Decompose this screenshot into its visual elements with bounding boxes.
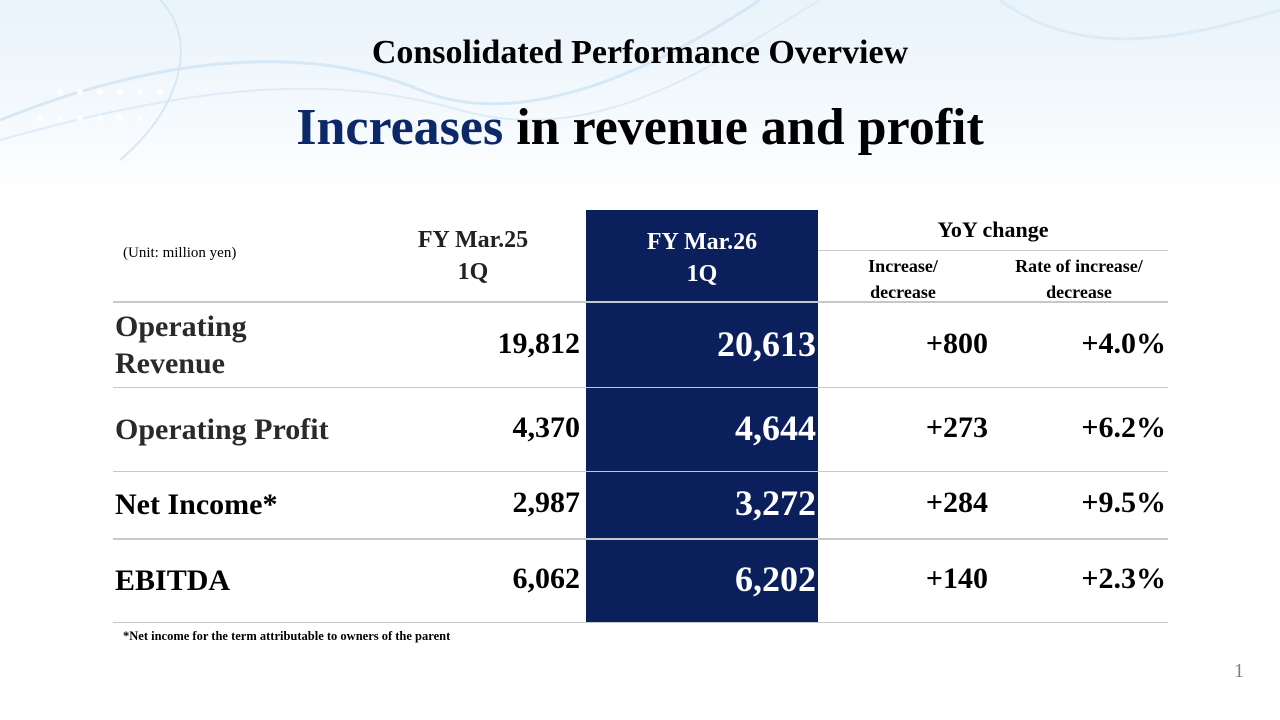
headline-rest: in revenue and profit [503, 99, 984, 156]
header-divider [113, 301, 1168, 303]
cell-change-value: +273 [925, 411, 988, 444]
footnote: *Net income for the term attributable to… [123, 629, 451, 643]
cell-rate-value: +9.5% [1081, 486, 1166, 519]
slide-headline: Increases in revenue and profit [0, 98, 1280, 157]
header-prev-quarter: 1Q [457, 259, 489, 285]
cell-prev-value: 6,062 [512, 562, 581, 595]
cell-current-value: 4,644 [735, 408, 816, 448]
cell-rate-value: +2.3% [1081, 562, 1166, 595]
cell-current-value: 20,613 [717, 324, 816, 364]
cell-rate-value: +6.2% [1081, 411, 1166, 444]
header-yoy-change: YoY change [937, 217, 1049, 242]
header-cur-quarter: 1Q [686, 261, 718, 287]
row-label-ebitda: EBITDA [115, 564, 231, 597]
cell-current-value: 3,272 [735, 483, 816, 523]
row-divider [113, 387, 1168, 388]
slide-title: Consolidated Performance Overview [371, 34, 909, 71]
cell-change-value: +140 [925, 562, 988, 595]
row-label-line2: Revenue [115, 347, 225, 380]
cell-prev-value: 19,812 [497, 327, 581, 360]
header-rate-line2: decrease [1046, 282, 1112, 302]
header-current-period: FY Mar.26 1Q [586, 226, 818, 290]
header-rate: Rate of increase/ decrease [990, 253, 1168, 305]
cell-change-value: +800 [925, 327, 988, 360]
cell-current-value: 6,202 [735, 559, 816, 599]
row-label-net-income: Net Income* [115, 488, 278, 521]
wave-graphic [0, 0, 1280, 161]
header-rate-line1: Rate of increase/ [1015, 256, 1143, 276]
row-label-operating-revenue: Operating Revenue [115, 308, 247, 382]
cell-prev-value: 2,987 [512, 486, 581, 519]
table-bottom-border [113, 622, 1168, 623]
background-wave-decoration [0, 0, 1280, 200]
unit-note: (Unit: million yen) [123, 245, 237, 261]
row-divider [113, 538, 1168, 540]
current-period-highlight [586, 210, 818, 623]
row-label-operating-profit: Operating Profit [115, 413, 329, 446]
row-label-line1: Operating [115, 310, 247, 343]
row-divider [113, 471, 1168, 472]
header-prev-period: FY Mar.25 1Q [380, 224, 566, 288]
header-increase-line2: decrease [870, 282, 936, 302]
cell-change-value: +284 [925, 486, 988, 519]
page-number: 1 [1234, 660, 1244, 682]
header-prev-year: FY Mar.25 [417, 227, 529, 253]
headline-accent: Increases [296, 99, 504, 156]
header-cur-year: FY Mar.26 [646, 229, 758, 255]
cell-rate-value: +4.0% [1081, 327, 1166, 360]
header-increase-line1: Increase/ [868, 256, 938, 276]
cell-prev-value: 4,370 [512, 411, 581, 444]
header-increase-decrease: Increase/ decrease [838, 253, 968, 305]
yoy-header-divider [818, 250, 1168, 251]
